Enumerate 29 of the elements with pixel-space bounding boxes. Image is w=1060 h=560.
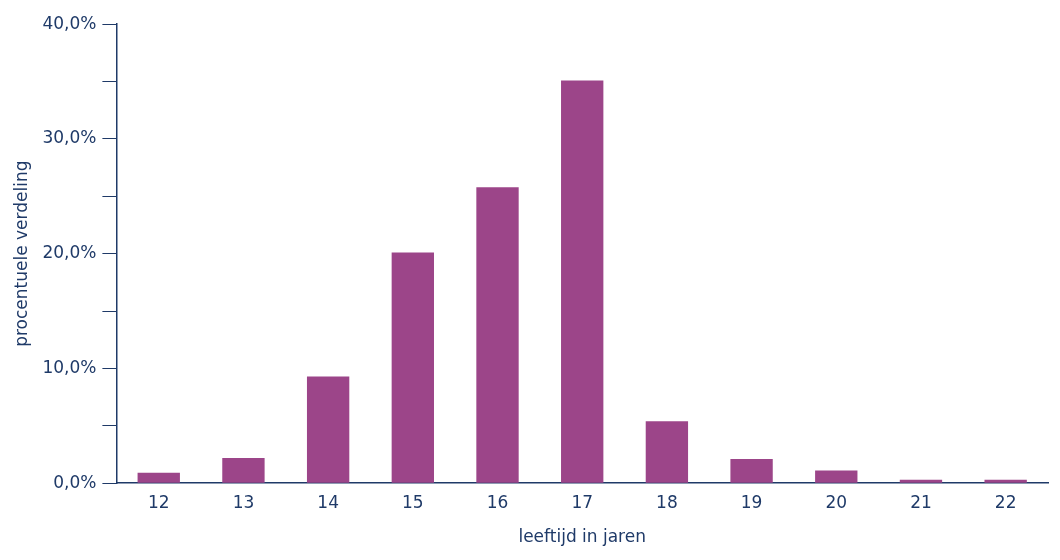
y-tick-label: 10,0% bbox=[42, 356, 97, 377]
y-axis-title: procentuele verdeling bbox=[10, 160, 31, 347]
bar bbox=[306, 376, 350, 483]
x-tick-label: 19 bbox=[740, 491, 763, 512]
bar bbox=[899, 479, 943, 483]
x-tick-label: 16 bbox=[486, 491, 509, 512]
bar bbox=[476, 187, 519, 483]
bar bbox=[730, 459, 773, 483]
x-tick-label: 18 bbox=[656, 491, 678, 512]
bar bbox=[561, 80, 604, 483]
x-tick-label: 13 bbox=[232, 491, 255, 512]
y-tick-label: 0,0% bbox=[53, 471, 97, 492]
bar bbox=[222, 457, 265, 483]
bar bbox=[391, 252, 434, 483]
x-tick-label: 20 bbox=[825, 491, 848, 512]
bar bbox=[984, 479, 1027, 483]
bar bbox=[815, 470, 858, 483]
x-tick-label: 12 bbox=[147, 491, 170, 512]
x-tick-label: 15 bbox=[402, 491, 424, 512]
x-axis-title: leeftijd in jaren bbox=[518, 526, 646, 547]
bar bbox=[137, 472, 180, 483]
y-tick-label: 20,0% bbox=[42, 242, 97, 263]
bar bbox=[645, 421, 689, 483]
x-tick-label: 17 bbox=[571, 491, 594, 512]
y-tick-label: 30,0% bbox=[42, 127, 97, 148]
x-tick-label: 14 bbox=[317, 491, 339, 512]
y-tick-label: 40,0% bbox=[42, 12, 97, 33]
x-tick-label: 22 bbox=[994, 491, 1017, 512]
x-tick-label: 21 bbox=[910, 491, 932, 512]
